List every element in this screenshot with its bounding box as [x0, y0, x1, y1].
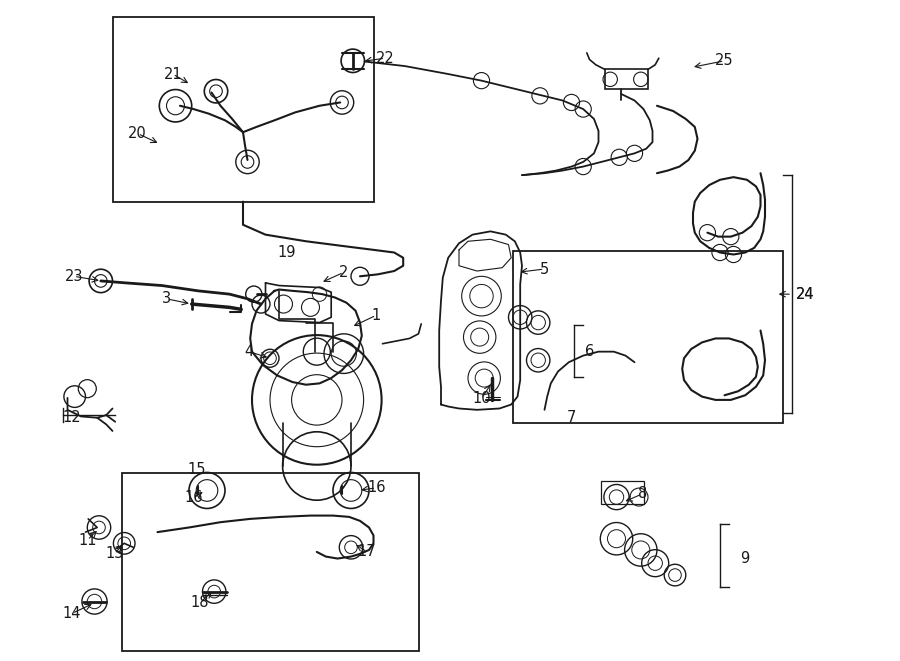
- Text: 13: 13: [105, 547, 123, 561]
- Bar: [513, 251, 783, 423]
- Text: 14: 14: [63, 606, 81, 621]
- Bar: [601, 481, 644, 504]
- Bar: [605, 69, 648, 89]
- Bar: [112, 17, 374, 202]
- Text: 12: 12: [63, 410, 81, 425]
- Bar: [122, 473, 418, 651]
- Text: 25: 25: [716, 54, 733, 68]
- Text: 23: 23: [65, 269, 83, 284]
- Text: 19: 19: [277, 245, 295, 260]
- Text: 11: 11: [78, 533, 96, 547]
- Text: 6: 6: [585, 344, 594, 359]
- Text: 7: 7: [567, 410, 576, 425]
- Text: 24: 24: [796, 287, 814, 301]
- Text: 18: 18: [191, 596, 209, 610]
- Text: 24: 24: [796, 287, 814, 301]
- Text: 8: 8: [638, 486, 647, 501]
- Text: 1: 1: [372, 308, 381, 323]
- Text: 16: 16: [184, 490, 202, 505]
- Text: 22: 22: [376, 51, 394, 65]
- Text: 21: 21: [164, 67, 182, 81]
- Text: 16: 16: [367, 481, 385, 495]
- Text: 15: 15: [187, 462, 205, 477]
- Text: 5: 5: [540, 262, 549, 276]
- Text: 3: 3: [162, 292, 171, 306]
- Text: 2: 2: [339, 265, 348, 280]
- Text: 10: 10: [472, 391, 490, 406]
- Text: 20: 20: [129, 126, 147, 141]
- Text: 9: 9: [741, 551, 750, 566]
- Text: 17: 17: [358, 545, 376, 559]
- Text: 4: 4: [245, 344, 254, 359]
